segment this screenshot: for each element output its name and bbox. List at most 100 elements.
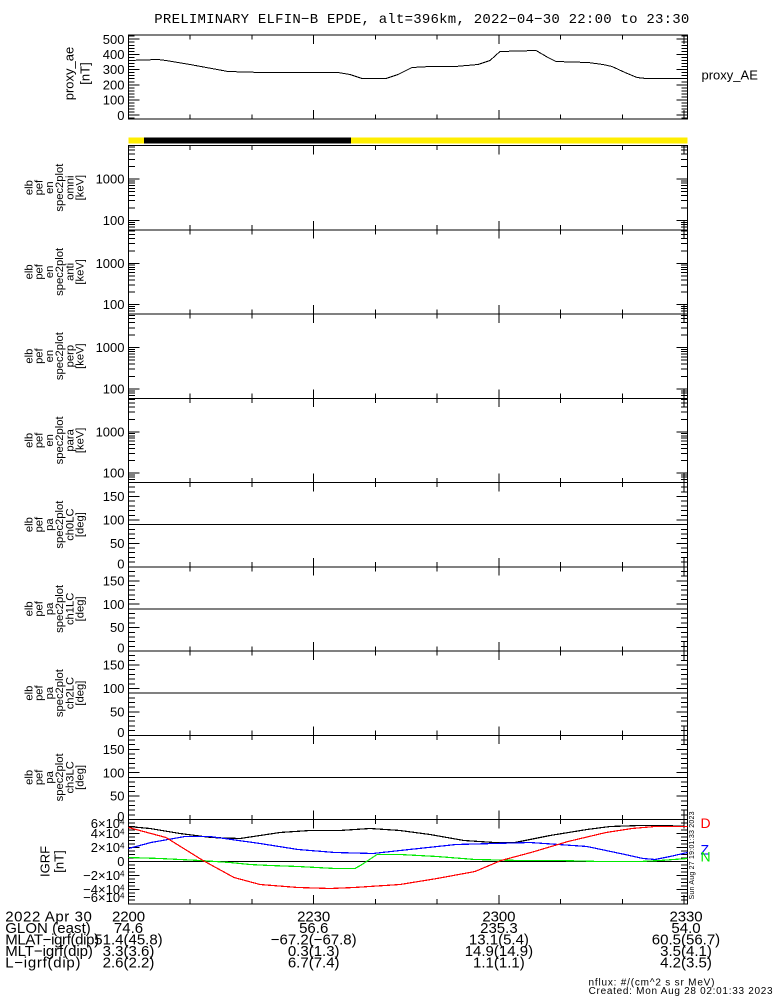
svg-text:ch1LC: ch1LC: [64, 593, 76, 625]
svg-text:pa: pa: [44, 602, 56, 615]
svg-text:1000: 1000: [96, 172, 125, 187]
svg-text:235.3: 235.3: [480, 920, 518, 937]
svg-text:spec2plot: spec2plot: [54, 416, 66, 465]
svg-text:2300: 2300: [482, 909, 515, 926]
svg-text:4×104: 4×104: [91, 826, 125, 841]
svg-text:150: 150: [103, 742, 125, 757]
svg-text:51.4(45.8): 51.4(45.8): [94, 932, 162, 949]
svg-text:400: 400: [103, 47, 125, 62]
svg-text:en: en: [44, 350, 56, 362]
svg-text:0.3(1.3): 0.3(1.3): [288, 943, 340, 960]
svg-text:ch2LC: ch2LC: [64, 677, 76, 709]
svg-text:2022 Apr 30: 2022 Apr 30: [5, 909, 92, 926]
svg-text:pef: pef: [34, 769, 46, 785]
svg-text:en: en: [44, 181, 56, 193]
svg-text:[deg]: [deg]: [74, 596, 86, 621]
svg-text:proxy_ae: proxy_ae: [61, 47, 76, 100]
svg-text:150: 150: [103, 573, 125, 588]
svg-text:elb: elb: [23, 180, 35, 195]
svg-text:en: en: [44, 266, 56, 278]
svg-text:2230: 2230: [297, 909, 330, 926]
svg-text:elb: elb: [23, 601, 35, 616]
svg-text:100: 100: [103, 93, 125, 108]
svg-text:elb: elb: [23, 433, 35, 448]
svg-text:pef: pef: [34, 263, 46, 279]
svg-text:[nT]: [nT]: [78, 62, 93, 84]
svg-text:Created: Mon Aug 28 02:01:33 2: Created: Mon Aug 28 02:01:33 2023: [589, 986, 773, 997]
svg-text:0: 0: [117, 725, 124, 740]
svg-text:N: N: [701, 848, 711, 864]
svg-text:Z: Z: [701, 841, 710, 857]
svg-text:elb: elb: [23, 770, 35, 785]
svg-text:omni: omni: [64, 176, 76, 200]
svg-text:pef: pef: [34, 347, 46, 363]
svg-text:100: 100: [103, 513, 125, 528]
svg-text:PRELIMINARY ELFIN−B EPDE, alt=: PRELIMINARY ELFIN−B EPDE, alt=396km, 202…: [154, 12, 689, 28]
svg-text:2330: 2330: [669, 909, 702, 926]
svg-text:13.1(5.4): 13.1(5.4): [469, 932, 529, 949]
svg-text:[keV]: [keV]: [74, 175, 86, 201]
svg-text:elb: elb: [23, 517, 35, 532]
svg-text:0: 0: [117, 809, 124, 824]
svg-text:anti: anti: [64, 263, 76, 281]
svg-text:D: D: [701, 815, 711, 831]
svg-text:pa: pa: [44, 518, 56, 531]
svg-text:perp: perp: [64, 345, 76, 367]
svg-text:1000: 1000: [96, 425, 125, 440]
svg-text:1000: 1000: [96, 256, 125, 271]
svg-text:14.9(14.9): 14.9(14.9): [465, 943, 533, 960]
svg-text:elb: elb: [23, 686, 35, 701]
svg-text:100: 100: [103, 597, 125, 612]
svg-text:MLAT−igrf(dip): MLAT−igrf(dip): [5, 932, 99, 949]
svg-text:60.5(56.7): 60.5(56.7): [652, 932, 720, 949]
svg-text:[keV]: [keV]: [74, 428, 86, 454]
svg-text:ch3LC: ch3LC: [64, 761, 76, 793]
svg-text:spec2plot: spec2plot: [54, 500, 66, 549]
svg-text:pef: pef: [34, 516, 46, 532]
svg-text:100: 100: [103, 382, 125, 397]
svg-text:4.2(3.5): 4.2(3.5): [660, 955, 712, 972]
svg-text:0: 0: [117, 108, 124, 123]
svg-text:pa: pa: [44, 770, 56, 783]
svg-text:para: para: [64, 428, 76, 451]
svg-text:−4×104: −4×104: [83, 882, 125, 897]
svg-text:0: 0: [117, 556, 124, 571]
svg-text:3.3(3.6): 3.3(3.6): [103, 943, 155, 960]
svg-text:54.0: 54.0: [671, 920, 700, 937]
svg-text:pef: pef: [34, 179, 46, 195]
svg-text:spec2plot: spec2plot: [54, 753, 66, 802]
svg-text:elb: elb: [23, 264, 35, 279]
svg-text:2200: 2200: [112, 909, 145, 926]
svg-text:1.1(1.1): 1.1(1.1): [473, 955, 525, 972]
svg-text:1000: 1000: [96, 340, 125, 355]
svg-text:200: 200: [103, 77, 125, 92]
svg-text:Sun Aug 27 19:01:33 2023: Sun Aug 27 19:01:33 2023: [689, 811, 696, 899]
svg-text:50: 50: [110, 704, 124, 719]
svg-text:spec2plot: spec2plot: [54, 163, 66, 212]
svg-text:[deg]: [deg]: [74, 512, 86, 537]
svg-text:[deg]: [deg]: [74, 681, 86, 706]
svg-text:−6×104: −6×104: [83, 890, 125, 905]
svg-text:[keV]: [keV]: [74, 343, 86, 369]
svg-text:300: 300: [103, 62, 125, 77]
svg-text:0: 0: [117, 854, 124, 869]
svg-text:56.6: 56.6: [299, 920, 328, 937]
svg-text:2×104: 2×104: [91, 840, 125, 855]
svg-text:50: 50: [110, 620, 124, 635]
svg-text:150: 150: [103, 658, 125, 673]
svg-text:500: 500: [103, 32, 125, 47]
svg-text:6.7(7.4): 6.7(7.4): [288, 955, 340, 972]
svg-text:74.6: 74.6: [114, 920, 143, 937]
svg-text:50: 50: [110, 789, 124, 804]
svg-text:100: 100: [103, 466, 125, 481]
svg-text:2.6(2.2): 2.6(2.2): [103, 955, 155, 972]
svg-text:en: en: [44, 434, 56, 446]
svg-text:L−igrf(dip): L−igrf(dip): [5, 955, 80, 972]
svg-text:6×104: 6×104: [91, 816, 125, 831]
svg-text:0: 0: [117, 641, 124, 656]
svg-text:MLT−igrf(dip): MLT−igrf(dip): [5, 943, 93, 960]
svg-text:pef: pef: [34, 432, 46, 448]
svg-text:100: 100: [103, 297, 125, 312]
svg-text:proxy_AE: proxy_AE: [702, 68, 759, 83]
svg-text:spec2plot: spec2plot: [54, 331, 66, 380]
